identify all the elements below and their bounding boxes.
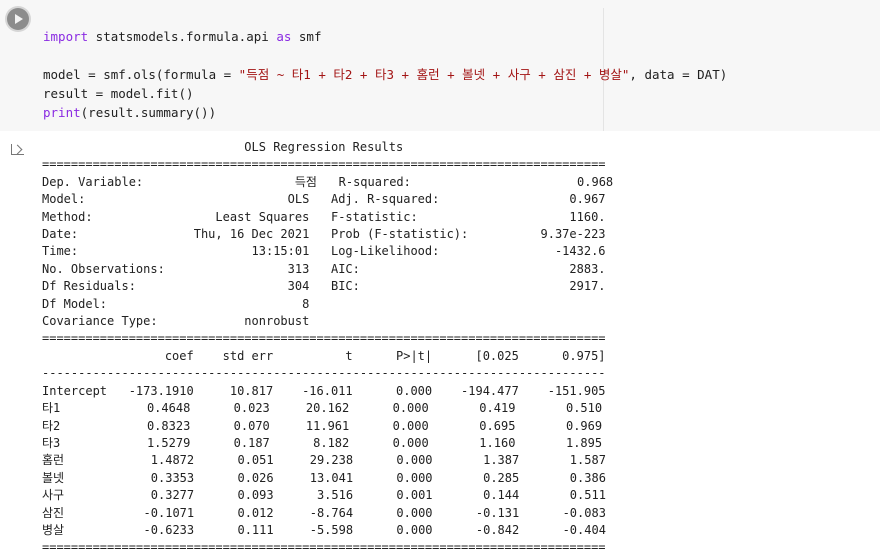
code-line-1: import statsmodels.formula.api as smf — [43, 29, 321, 44]
code-text: , data = DAT) — [629, 67, 728, 82]
output-line: Df Residuals: 304 BIC: 2917. — [42, 279, 606, 294]
output-line: Dep. Variable: 득점 R-squared: 0.968 — [42, 174, 614, 189]
output-line: Df Model: 8 — [42, 296, 606, 311]
code-cell[interactable]: import statsmodels.formula.api as smf mo… — [0, 0, 880, 131]
output-arrow-icon — [11, 144, 24, 155]
output-line: OLS Regression Results — [42, 140, 606, 154]
cell-divider — [603, 8, 604, 131]
output-line: 삼진 -0.1071 0.012 -8.764 0.000 -0.131 -0.… — [42, 505, 606, 520]
output-line: Method: Least Squares F-statistic: 1160. — [42, 209, 606, 224]
output-line: 타3 1.5279 0.187 8.182 0.000 1.160 1.895 — [42, 435, 603, 450]
output-line: ========================================… — [42, 157, 606, 172]
string-literal: "득점 ~ 타1 + 타2 + 타3 + 홈런 + 볼넷 + 사구 + 삼진 +… — [238, 67, 630, 82]
output-line: 볼넷 0.3353 0.026 13.041 0.000 0.285 0.386 — [42, 470, 606, 485]
output-line: 타1 0.4648 0.023 20.162 0.000 0.419 0.510 — [42, 401, 603, 416]
output-line: Model: OLS Adj. R-squared: 0.967 — [42, 192, 606, 207]
code-text: (result.summary()) — [80, 105, 217, 120]
output-line: ========================================… — [42, 331, 606, 346]
output-line: coef std err t P>|t| [0.025 0.975] — [42, 348, 606, 363]
code-editor[interactable]: import statsmodels.formula.api as smf mo… — [43, 27, 727, 122]
code-line-5: print(result.summary()) — [43, 105, 216, 120]
output-line: ========================================… — [42, 540, 606, 555]
code-line-3: model = smf.ols(formula = "득점 ~ 타1 + 타2 … — [43, 67, 727, 82]
code-line-4: result = model.fit() — [43, 86, 194, 101]
output-line: 홈런 1.4872 0.051 29.238 0.000 1.387 1.587 — [42, 453, 606, 468]
keyword-import: import — [43, 29, 89, 44]
output-line: Date: Thu, 16 Dec 2021 Prob (F-statistic… — [42, 227, 606, 242]
code-text: statsmodels.formula.api — [88, 29, 277, 44]
output-line: Intercept -173.1910 10.817 -16.011 0.000… — [42, 383, 606, 398]
output-line: Covariance Type: nonrobust — [42, 314, 606, 329]
output-line: 병살 -0.6233 0.111 -5.598 0.000 -0.842 -0.… — [42, 522, 606, 537]
code-text: smf — [291, 29, 322, 44]
code-text: model = smf.ols(formula = — [43, 67, 239, 82]
output-line: No. Observations: 313 AIC: 2883. — [42, 261, 606, 276]
keyword-as: as — [276, 29, 292, 44]
run-cell-button[interactable] — [7, 8, 29, 30]
output-line: 사구 0.3277 0.093 3.516 0.001 0.144 0.511 — [42, 488, 606, 503]
output-line: Time: 13:15:01 Log-Likelihood: -1432.6 — [42, 244, 606, 259]
output-line: ----------------------------------------… — [42, 366, 606, 381]
builtin-print: print — [43, 105, 81, 120]
regression-summary-output: OLS Regression Results =================… — [42, 139, 613, 557]
output-line: 타2 0.8323 0.070 11.961 0.000 0.695 0.969 — [42, 418, 603, 433]
